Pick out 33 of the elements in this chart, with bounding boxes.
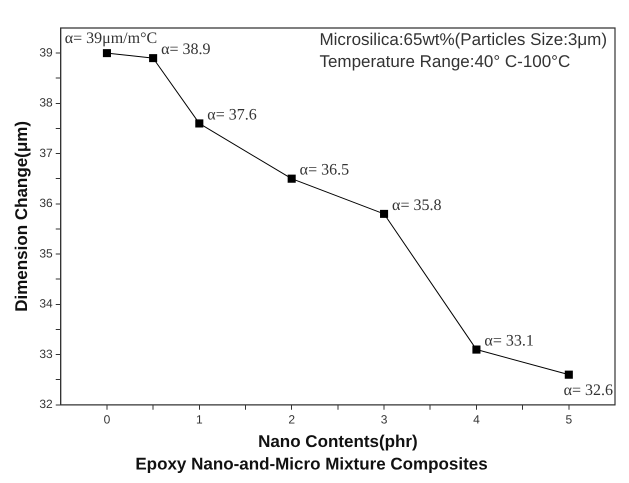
y-tick-label: 34	[39, 296, 54, 311]
y-tick-label: 38	[39, 96, 54, 110]
x-tick-label: 4	[473, 412, 480, 426]
x-tick-label: 5	[565, 412, 572, 426]
x-tick-label: 3	[380, 412, 388, 426]
point	[564, 370, 573, 379]
point	[149, 54, 158, 62]
y-tick-label: 35	[39, 246, 54, 260]
point	[102, 49, 111, 58]
annotation: Microsilica:65wt%(Particles Size:3μm)	[319, 30, 608, 50]
annotation: α= 32.6	[564, 382, 613, 399]
y-tick-label: 39	[39, 45, 54, 60]
y-tick-label: 32	[39, 397, 54, 412]
point	[195, 119, 204, 128]
point	[380, 210, 388, 218]
annotation: Temperature Range:40° C-100°C	[319, 52, 570, 72]
annotation: α= 33.1	[484, 332, 534, 350]
point	[472, 346, 480, 354]
text: Epoxy Nano-and-Micro Mixture Composites	[135, 454, 488, 474]
y-tick-label: 37	[39, 146, 54, 160]
annotation: α= 39μm/m°C	[64, 30, 158, 48]
x-axis-title: Nano Contents(phr)	[258, 432, 418, 452]
x-tick-label: 2	[288, 412, 296, 426]
x-tick-label: 1	[196, 412, 203, 426]
annotation: α= 37.6	[207, 106, 257, 124]
annotation: α= 38.9	[161, 41, 211, 58]
annotation: α= 35.8	[392, 196, 442, 214]
y-tick-label: 36	[39, 196, 54, 210]
point	[288, 174, 296, 183]
annotation: α= 36.5	[300, 162, 350, 179]
y-axis-title: Dimension Change(μm)	[12, 120, 31, 312]
x-tick-label: 0	[104, 412, 111, 426]
y-tick-label: 33	[39, 346, 54, 361]
